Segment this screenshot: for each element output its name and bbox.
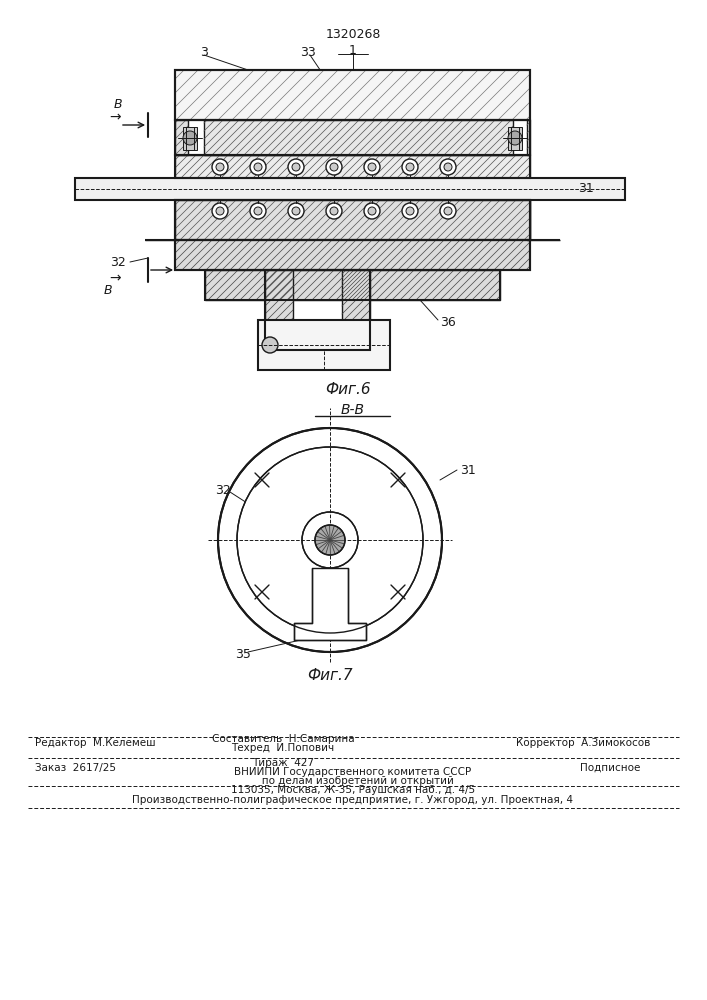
Text: 33: 33 xyxy=(300,45,316,58)
Circle shape xyxy=(292,163,300,171)
Text: 35: 35 xyxy=(235,648,251,662)
Polygon shape xyxy=(294,568,366,640)
Text: 113035, Москва, Ж-35, Раушская наб., д. 4/5: 113035, Москва, Ж-35, Раушская наб., д. … xyxy=(231,785,475,795)
Bar xyxy=(175,120,188,155)
Circle shape xyxy=(440,203,456,219)
Circle shape xyxy=(368,207,376,215)
Circle shape xyxy=(254,163,262,171)
Text: В: В xyxy=(114,99,122,111)
Text: 34: 34 xyxy=(368,346,384,359)
Circle shape xyxy=(508,131,522,145)
Text: Производственно-полиграфическое предприятие, г. Ужгород, ул. Проектная, 4: Производственно-полиграфическое предприя… xyxy=(132,795,573,805)
Circle shape xyxy=(216,207,224,215)
Bar xyxy=(175,240,530,270)
Bar xyxy=(183,127,197,150)
Text: Тираж  427: Тираж 427 xyxy=(252,758,314,768)
Circle shape xyxy=(330,163,338,171)
Bar xyxy=(205,270,500,300)
Circle shape xyxy=(288,203,304,219)
Bar xyxy=(175,240,530,270)
Text: по делам изобретений и открытий: по делам изобретений и открытий xyxy=(252,776,454,786)
Text: Заказ  2617/25: Заказ 2617/25 xyxy=(35,763,116,773)
Circle shape xyxy=(364,203,380,219)
Bar xyxy=(527,120,530,155)
Text: 31: 31 xyxy=(460,464,476,477)
Circle shape xyxy=(237,447,423,633)
Circle shape xyxy=(212,159,228,175)
Text: Подписное: Подписное xyxy=(580,763,641,773)
Text: →: → xyxy=(109,110,121,124)
Bar xyxy=(175,120,530,155)
Bar xyxy=(175,200,530,240)
Circle shape xyxy=(262,337,278,353)
Circle shape xyxy=(302,512,358,568)
Circle shape xyxy=(402,159,418,175)
Text: →: → xyxy=(109,271,121,285)
Bar xyxy=(205,270,500,300)
Bar xyxy=(175,70,530,120)
Text: ВНИИПИ Государственного комитета СССР: ВНИИПИ Государственного комитета СССР xyxy=(235,767,472,777)
Circle shape xyxy=(326,203,342,219)
Circle shape xyxy=(250,159,266,175)
Bar xyxy=(75,178,625,200)
Circle shape xyxy=(326,159,342,175)
Circle shape xyxy=(444,163,452,171)
Text: В-В: В-В xyxy=(341,403,365,417)
Text: Корректор  А.Зимокосов: Корректор А.Зимокосов xyxy=(515,738,650,748)
Bar xyxy=(175,200,530,240)
Text: Техред  И.Попович: Техред И.Попович xyxy=(231,743,334,753)
Bar xyxy=(265,270,293,350)
Bar xyxy=(175,155,530,178)
Circle shape xyxy=(368,163,376,171)
Bar xyxy=(175,200,530,240)
Circle shape xyxy=(288,159,304,175)
Text: 32: 32 xyxy=(110,255,126,268)
Text: 1320268: 1320268 xyxy=(325,28,380,41)
Circle shape xyxy=(444,207,452,215)
Bar xyxy=(175,155,530,178)
Circle shape xyxy=(292,207,300,215)
Circle shape xyxy=(402,203,418,219)
Bar xyxy=(265,270,370,350)
Text: 3: 3 xyxy=(200,45,208,58)
Circle shape xyxy=(254,207,262,215)
Circle shape xyxy=(406,207,414,215)
Circle shape xyxy=(330,207,338,215)
Text: 1: 1 xyxy=(349,43,357,56)
Circle shape xyxy=(218,428,442,652)
Circle shape xyxy=(364,159,380,175)
Bar xyxy=(175,70,530,120)
Bar xyxy=(508,127,522,150)
Circle shape xyxy=(212,203,228,219)
Text: 32: 32 xyxy=(215,484,230,496)
Bar xyxy=(342,270,370,350)
Text: В: В xyxy=(104,284,112,296)
Bar xyxy=(204,120,513,155)
Circle shape xyxy=(406,163,414,171)
Text: 31: 31 xyxy=(578,182,594,194)
Bar xyxy=(258,320,390,370)
Text: Фиг.6: Фиг.6 xyxy=(325,382,370,397)
Circle shape xyxy=(216,163,224,171)
Circle shape xyxy=(440,159,456,175)
Circle shape xyxy=(183,131,197,145)
Text: Фиг.7: Фиг.7 xyxy=(307,668,353,682)
Circle shape xyxy=(315,525,345,555)
Text: 36: 36 xyxy=(440,316,456,328)
Text: Составитель  Н.Самарина: Составитель Н.Самарина xyxy=(211,734,354,744)
Text: Редактор  М.Келемеш: Редактор М.Келемеш xyxy=(35,738,156,748)
Bar xyxy=(175,200,530,240)
Circle shape xyxy=(250,203,266,219)
